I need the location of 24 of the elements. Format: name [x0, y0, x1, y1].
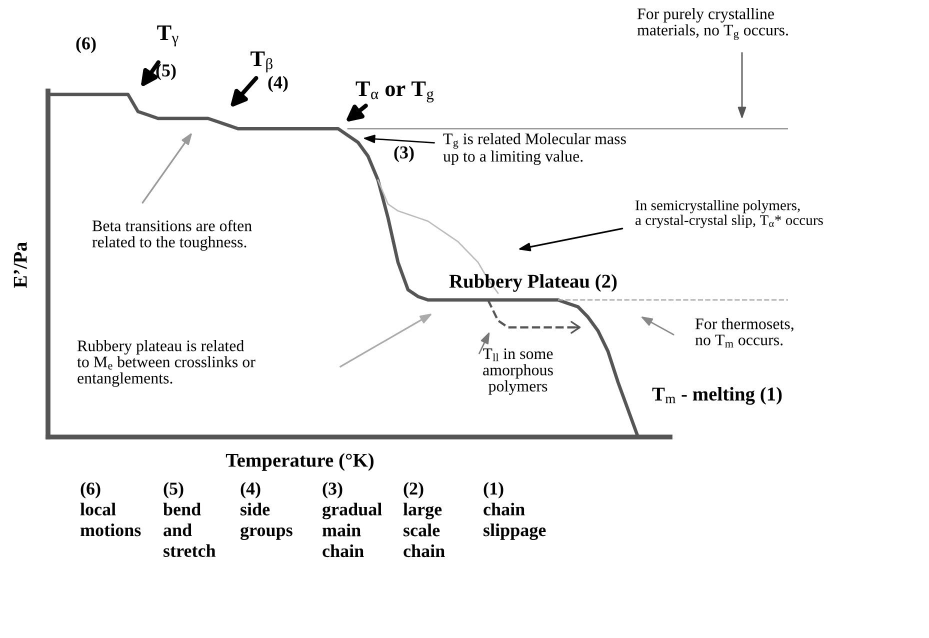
text: (4) [268, 76, 288, 92]
annotation: T$_{m}$ - melting (1) [652, 386, 782, 405]
text: (2) large scale chain [403, 482, 445, 558]
text: (1) chain slippage [484, 482, 546, 540]
text: (5) [156, 64, 176, 80]
annotation: Rubbery Plateau (2) [449, 274, 617, 292]
annotation: (3) [394, 146, 414, 162]
annotation: T$_{g}$ is related Molecular mass up to a limiting value. [443, 133, 626, 166]
annotation: Rubbery plateau is related to M$_{e}$ between crosslinks or entanglements. [77, 340, 256, 387]
annotation: Beta transitions are often related to the toughness. [92, 220, 252, 251]
text: For purely crystalline materials, no T$_{g}$ occurs. [637, 8, 788, 40]
text: (5) bend and stretch [163, 482, 216, 557]
annotation: T$_{α}$ or T$_{g}$ [356, 81, 434, 102]
text: (6) [76, 36, 96, 54]
text: (3) gradual main chain [322, 482, 382, 558]
annotation: In semicrystalline polymers, a crystal-crystal slip, T$_{α}$* occurs [636, 200, 823, 228]
text: (4) side groups [240, 482, 292, 540]
text: T$_{γ}$ [157, 25, 178, 46]
text: T$_{β}$ [250, 51, 272, 72]
annotation: For thermosets, no T$_{m}$ occurs. [695, 318, 794, 348]
y-axis-title: E’/Pa [14, 242, 27, 288]
x-axis-title: Temperature (°K) [226, 453, 374, 471]
annotation: T$_{ll}$ in some amorphous polymers [482, 348, 553, 395]
text: (6) local motions [80, 482, 141, 536]
